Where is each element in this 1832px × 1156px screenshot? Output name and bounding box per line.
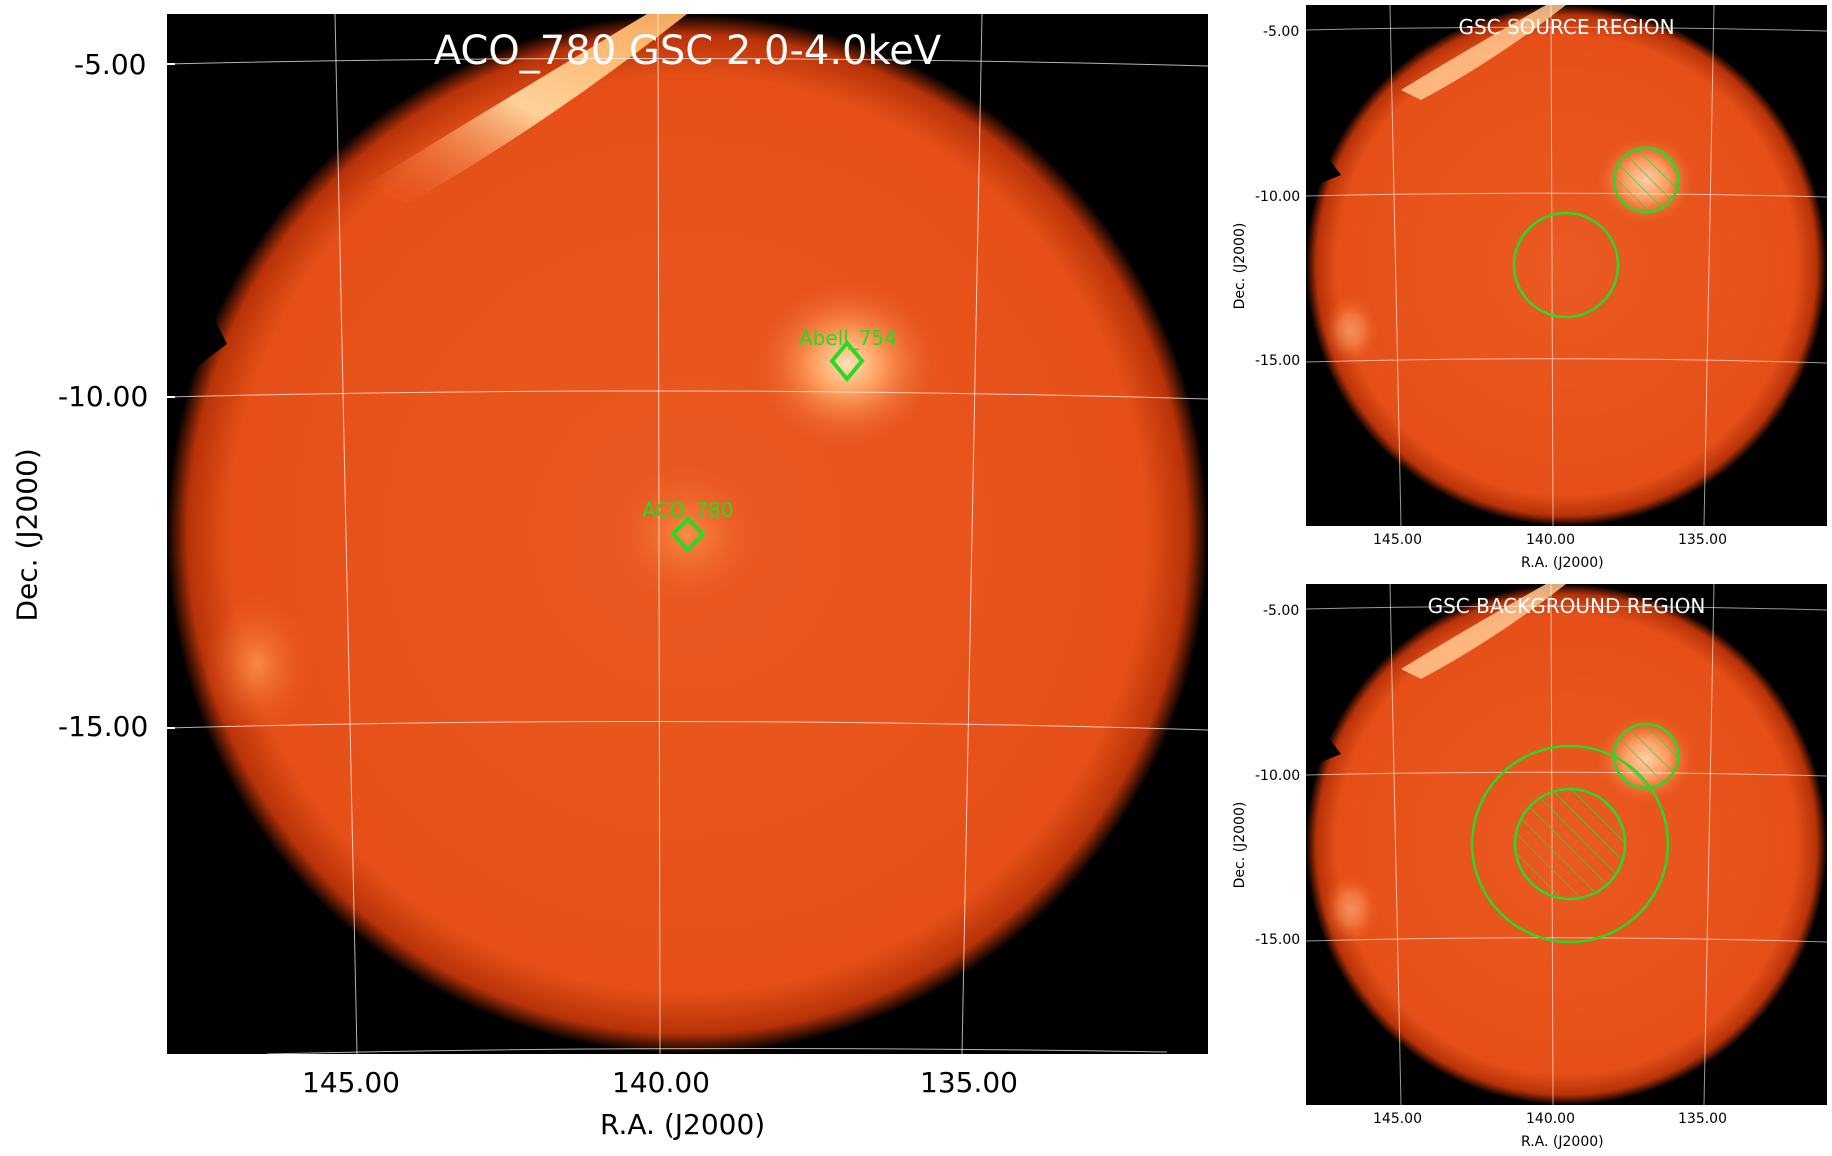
source-ytick-3: -15.00 (1255, 353, 1301, 369)
background-ylabel: Dec. (J2000) (1232, 801, 1248, 889)
background-xlabel: R.A. (J2000) (1521, 1134, 1604, 1150)
background-annulus-outer (1470, 744, 1670, 944)
source-xtick-2: 140.00 (1526, 532, 1575, 548)
background-ytick-3: -15.00 (1255, 932, 1301, 948)
background-region-panel: GSC BACKGROUND REGION (1306, 584, 1827, 1105)
background-xtick-3: 135.00 (1678, 1111, 1727, 1127)
main-xtick-2: 140.00 (612, 1066, 710, 1099)
background-xtick-2: 140.00 (1526, 1111, 1575, 1127)
main-ytick-1: -5.00 (74, 48, 147, 81)
coordinate-grid (167, 14, 1208, 1054)
source-xtick-1: 145.00 (1373, 532, 1422, 548)
background-ytick-2: -10.00 (1255, 768, 1301, 784)
source-xlabel: R.A. (J2000) (1521, 555, 1604, 571)
source-ytick-2: -10.00 (1255, 189, 1301, 205)
source-grid (1306, 5, 1827, 526)
background-grid (1306, 584, 1827, 1105)
background-ytick-1: -5.00 (1263, 603, 1300, 619)
abell-754-label: Abell_754 (799, 326, 897, 350)
main-ytick-3: -15.00 (58, 710, 149, 743)
main-xtick-3: 135.00 (920, 1066, 1018, 1099)
main-title: ACO_780 GSC 2.0-4.0keV (433, 28, 942, 74)
background-annulus-inner (1513, 787, 1627, 901)
abell-754-marker (829, 339, 865, 383)
main-xlabel: R.A. (J2000) (600, 1108, 766, 1141)
source-ylabel: Dec. (J2000) (1232, 222, 1248, 310)
source-region-image (1306, 5, 1827, 526)
source-region-panel: GSC SOURCE REGION (1306, 5, 1827, 526)
background-region-image (1306, 584, 1827, 1105)
background-exclusion-circle (1612, 722, 1680, 790)
main-panel: Abell_754 ACO_780 ACO_780 GSC 2.0-4.0keV (167, 14, 1208, 1054)
aco-780-label: ACO_780 (642, 498, 733, 522)
source-region-circle (1512, 211, 1620, 319)
main-xtick-1: 145.00 (302, 1066, 400, 1099)
source-panel-title: GSC SOURCE REGION (1458, 15, 1675, 39)
source-xtick-3: 135.00 (1678, 532, 1727, 548)
background-panel-title: GSC BACKGROUND REGION (1427, 594, 1706, 618)
source-ytick-1: -5.00 (1263, 24, 1300, 40)
main-ytick-2: -10.00 (58, 380, 149, 413)
main-ylabel: Dec. (J2000) (10, 448, 44, 622)
background-xtick-1: 145.00 (1373, 1111, 1422, 1127)
aco-780-marker (670, 516, 706, 553)
main-image: Abell_754 ACO_780 (167, 14, 1208, 1054)
source-exclusion-circle (1612, 146, 1680, 214)
